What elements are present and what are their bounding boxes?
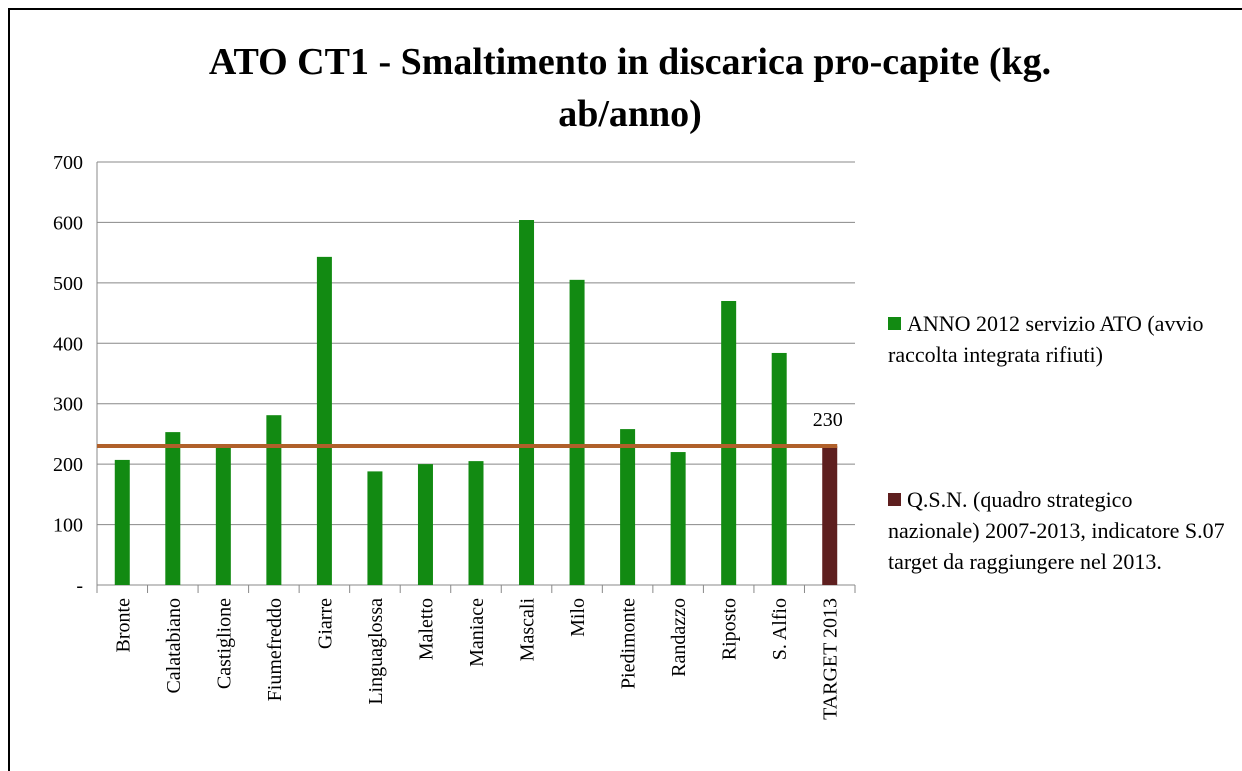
legend-entry: Q.S.N. (quadro strategico nazionale) 200…	[888, 484, 1228, 577]
x-tick-label: Piedimonte	[618, 598, 640, 689]
x-tick-label: Maletto	[415, 598, 437, 660]
y-tick-label: 400	[53, 333, 83, 355]
x-tick-label: TARGET 2013	[820, 598, 842, 720]
bar	[266, 415, 282, 585]
chart-title: ATO CT1 - Smaltimento in discarica pro-c…	[208, 41, 1052, 135]
bar	[468, 461, 484, 585]
y-tick-label: 100	[53, 515, 83, 537]
x-tick-label: Randazzo	[668, 598, 690, 677]
x-tick-label: Mascali	[517, 598, 539, 662]
bar	[670, 452, 686, 585]
legend-label: ANNO 2012 servizio ATO (avvio raccolta i…	[888, 311, 1204, 367]
x-tick-label: Maniace	[466, 598, 488, 667]
bar	[569, 279, 585, 585]
y-tick-label: 700	[53, 152, 83, 174]
x-tick-label: Calatabiano	[163, 598, 185, 694]
y-tick-label: 300	[53, 394, 83, 416]
legend-swatch	[888, 493, 901, 506]
x-tick-label: Bronte	[112, 598, 134, 653]
bar	[620, 429, 636, 585]
bar	[114, 459, 130, 585]
legend-label: Q.S.N. (quadro strategico nazionale) 200…	[888, 487, 1225, 574]
bar	[822, 446, 838, 585]
frame	[8, 8, 1242, 771]
bar	[316, 256, 332, 585]
x-tick-label: Giarre	[314, 598, 336, 649]
x-tick-label: Castiglione	[213, 598, 235, 689]
x-tick-label: S. Alfio	[769, 598, 791, 660]
y-tick-label: -	[76, 575, 83, 597]
y-tick-label: 600	[53, 212, 83, 234]
bar	[165, 432, 181, 585]
legend-swatch	[888, 317, 901, 330]
x-tick-label: Riposto	[719, 598, 741, 660]
x-tick-label: Linguaglossa	[365, 598, 387, 705]
legend-entry: ANNO 2012 servizio ATO (avvio raccolta i…	[888, 308, 1228, 370]
bar	[215, 447, 231, 585]
x-tick-label: Milo	[567, 598, 589, 637]
bar	[771, 352, 787, 585]
bar	[721, 300, 737, 585]
y-tick-label: 500	[53, 273, 83, 295]
bar	[367, 471, 383, 585]
data-label: 230	[813, 409, 843, 431]
x-tick-label: Fiumefreddo	[264, 598, 286, 701]
bar	[519, 220, 535, 586]
y-tick-label: 200	[53, 454, 83, 476]
bar	[417, 464, 433, 585]
